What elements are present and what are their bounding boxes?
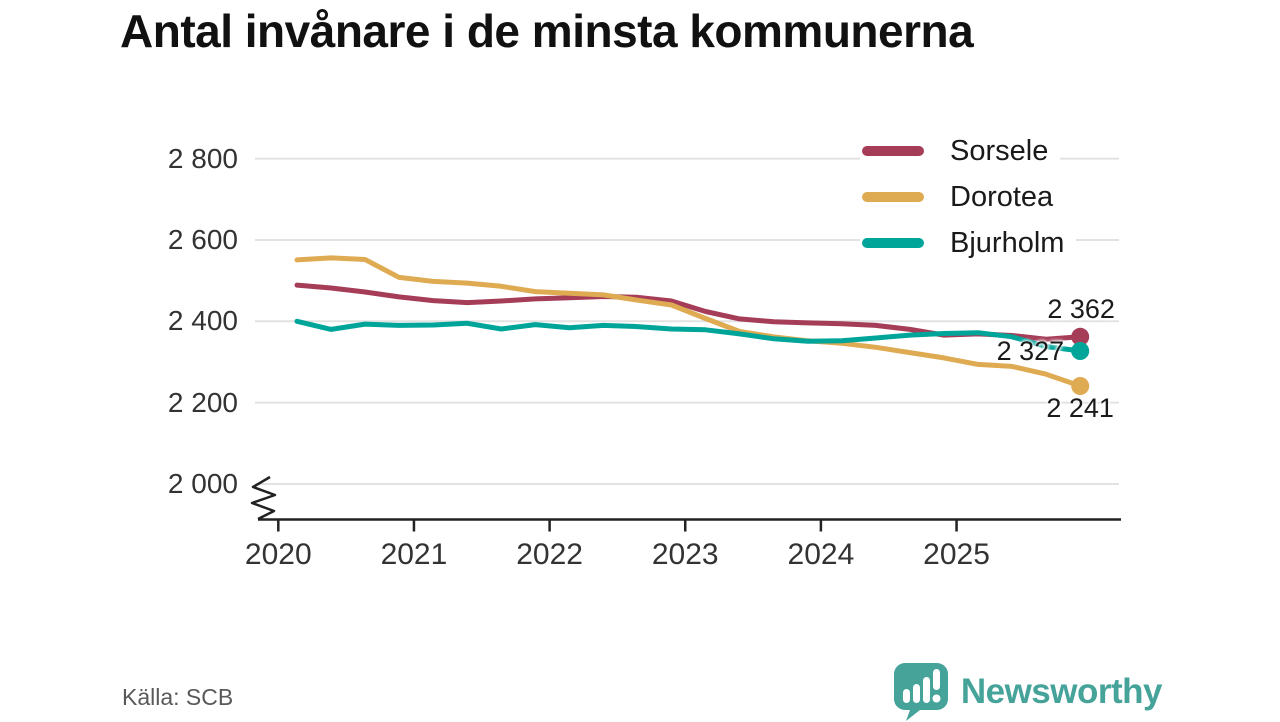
end-dot-bjurholm: [1071, 342, 1090, 360]
y-tick-label: 2 800: [167, 142, 238, 174]
legend-swatch-dorotea: [862, 192, 924, 202]
y-tick-label: 2 000: [167, 467, 238, 499]
end-label-dorotea: 2 241: [1046, 392, 1114, 423]
legend-label: Bjurholm: [950, 226, 1065, 259]
end-label-bjurholm: 2 327: [996, 335, 1065, 366]
x-tick-label: 2021: [380, 538, 448, 571]
legend-item-sorsele: Sorsele: [860, 128, 1061, 174]
x-tick-label: 2022: [516, 538, 583, 571]
source-note: Källa: SCB: [122, 684, 234, 710]
y-tick-label: 2 600: [167, 223, 238, 255]
legend: Sorsele Dorotea Bjurholm: [860, 128, 1077, 266]
newsworthy-wordmark: Newsworthy: [960, 672, 1163, 711]
legend-label: Sorsele: [950, 134, 1049, 167]
legend-label: Dorotea: [950, 180, 1054, 213]
series-line-bjurholm: [294, 318, 1083, 354]
chart-title: Antal invånare i de minsta kommunerna: [120, 5, 974, 57]
x-tick-label: 2020: [244, 538, 312, 571]
legend-item-bjurholm: Bjurholm: [860, 220, 1077, 266]
x-tick-label: 2025: [923, 538, 990, 571]
legend-swatch-sorsele: [862, 146, 924, 156]
legend-item-dorotea: Dorotea: [860, 174, 1066, 220]
y-tick-label: 2 200: [167, 386, 238, 418]
end-dot-dorotea: [1071, 377, 1090, 395]
bar-chart-speech-bubble-icon: [893, 663, 948, 721]
legend-swatch-bjurholm: [862, 238, 924, 248]
end-dot-sorsele: [1071, 327, 1090, 346]
x-tick-label: 2023: [651, 538, 719, 571]
y-axis-break-icon: [250, 475, 277, 521]
series-line-dorotea: [294, 255, 1083, 389]
x-tick-label: 2024: [787, 538, 855, 571]
newsworthy-logo: Newsworthy: [893, 662, 1163, 722]
y-tick-label: 2 400: [167, 305, 238, 337]
end-label-sorsele: 2 362: [1047, 293, 1115, 324]
